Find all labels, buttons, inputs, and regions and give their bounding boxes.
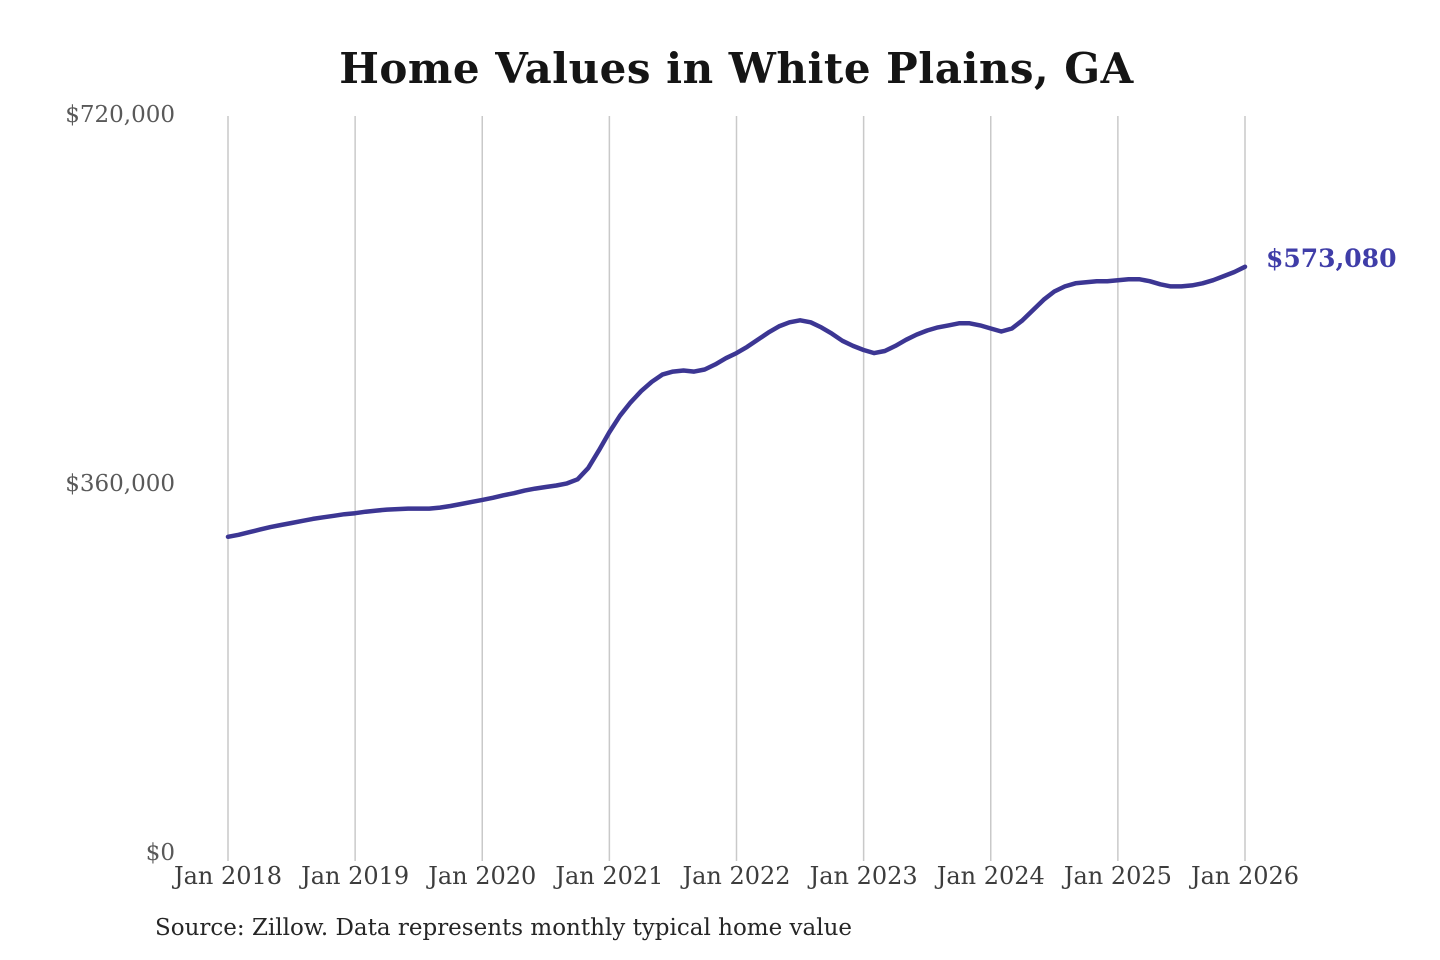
x-axis-tick-label: Jan 2019 xyxy=(301,862,410,890)
x-axis-tick-label: Jan 2021 xyxy=(555,862,664,890)
x-axis-tick-label: Jan 2022 xyxy=(682,862,791,890)
home-value-line xyxy=(225,264,1248,540)
x-axis-tick-label: Jan 2024 xyxy=(936,862,1045,890)
x-axis-tick-label: Jan 2018 xyxy=(173,862,283,890)
source-note: Source: Zillow. Data represents monthly … xyxy=(155,915,853,941)
x-axis-tick-label: Jan 2025 xyxy=(1063,862,1172,890)
chart-title: Home Values in White Plains, GA xyxy=(339,44,1134,93)
latest-value-annotation: $573,080 xyxy=(1266,244,1397,273)
y-axis-tick-label-0: $0 xyxy=(145,840,175,866)
x-axis-tick-label: Jan 2026 xyxy=(1190,862,1300,890)
y-axis-tick-label-360k: $360,000 xyxy=(65,471,175,497)
y-axis-tick-label-720k: $720,000 xyxy=(65,102,175,128)
x-axis-tick-label: Jan 2023 xyxy=(809,862,918,890)
x-axis-tick-label: Jan 2020 xyxy=(428,862,537,890)
